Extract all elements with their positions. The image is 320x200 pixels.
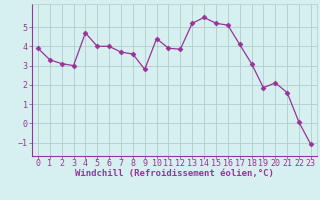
X-axis label: Windchill (Refroidissement éolien,°C): Windchill (Refroidissement éolien,°C) <box>75 169 274 178</box>
